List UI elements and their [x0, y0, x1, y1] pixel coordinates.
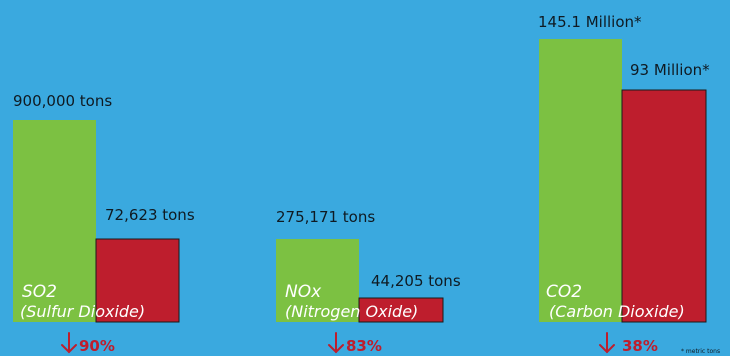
- down-arrow-icon: [61, 332, 77, 354]
- bar-co2-after: [621, 89, 707, 323]
- label-co2-after: 93 Million*: [630, 61, 710, 79]
- group-co2: 145.1 Million* 93 Million* CO2 (Carbon D…: [538, 13, 710, 355]
- gas-name-nox: (Nitrogen Oxide): [285, 302, 418, 321]
- label-nox-after: 44,205 tons: [371, 272, 461, 290]
- gas-so2: SO2: [22, 282, 57, 302]
- label-co2-before: 145.1 Million*: [538, 13, 642, 31]
- label-nox-before: 275,171 tons: [276, 208, 375, 226]
- bar-nox-before: [276, 239, 359, 322]
- label-so2-after: 72,623 tons: [105, 206, 195, 224]
- bar-so2-after: [95, 238, 180, 323]
- gas-co2: CO2: [546, 282, 582, 302]
- bar-nox-after: [358, 297, 444, 323]
- bar-co2-before: [539, 39, 622, 322]
- down-arrow-icon: [599, 332, 615, 354]
- reduction-co2: 38%: [622, 337, 658, 355]
- gas-name-so2: (Sulfur Dioxide): [20, 302, 145, 321]
- footnote: * metric tons: [681, 348, 720, 355]
- reduction-nox: 83%: [346, 337, 382, 355]
- group-so2: 900,000 tons 72,623 tons SO2 (Sulfur Dio…: [13, 92, 195, 355]
- gas-name-co2: (Carbon Dioxide): [549, 302, 685, 321]
- down-arrow-icon: [328, 332, 344, 354]
- reduction-so2: 90%: [79, 337, 115, 355]
- gas-nox: NOx: [285, 282, 322, 302]
- bar-so2-before: [13, 120, 96, 322]
- label-so2-before: 900,000 tons: [13, 92, 112, 110]
- group-nox: 275,171 tons 44,205 tons NOx (Nitrogen O…: [276, 208, 461, 355]
